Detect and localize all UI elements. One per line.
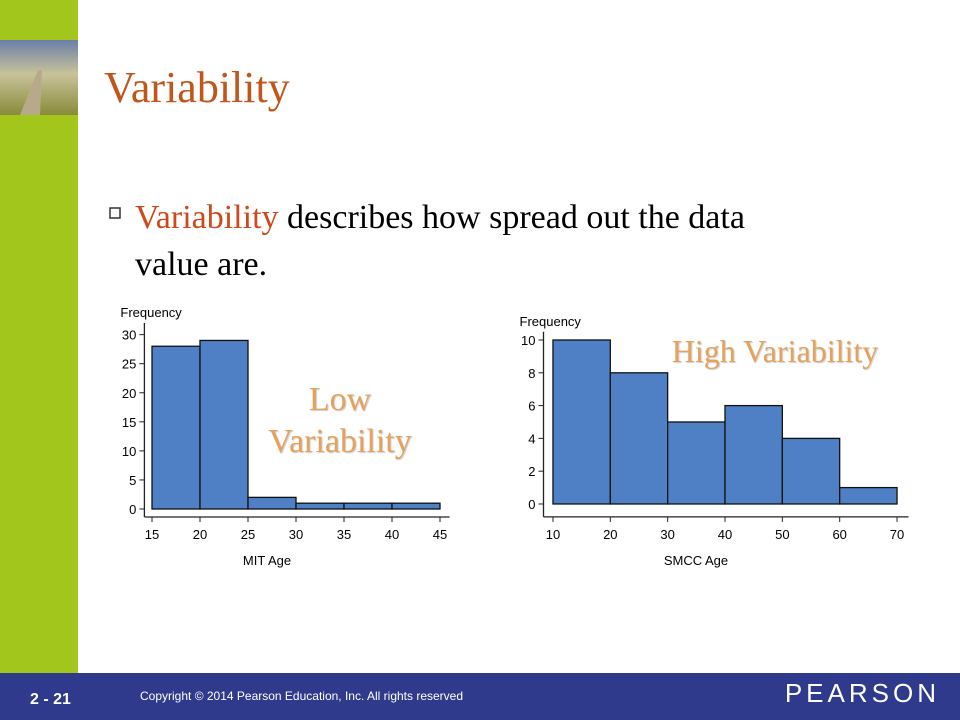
y-tick-label: 15 [122,415,136,430]
copyright: Copyright © 2014 Pearson Education, Inc.… [140,689,463,703]
x-tick-label: 40 [718,527,732,542]
slide-title: Variability [104,63,290,112]
bullet-body: describes how spread out the data [279,199,745,236]
y-tick-label: 10 [521,333,535,348]
y-axis-label: Frequency [520,314,582,329]
x-tick-label: 35 [337,527,351,542]
bullet-text-line2: value are. [135,246,267,283]
y-tick-label: 0 [129,502,136,517]
brand: PEARSON [785,678,940,708]
y-tick-label: 8 [528,366,535,381]
bar [609,372,669,505]
bar [343,502,393,510]
x-tick-label: 10 [546,527,560,542]
y-axis-label: Frequency [120,305,182,320]
bar [781,437,841,505]
x-tick-label: 60 [832,527,846,542]
bar [667,421,726,505]
y-tick-label: 4 [528,431,535,446]
bar [552,339,611,505]
bar [151,345,201,510]
x-tick-label: 30 [289,527,303,542]
x-tick-label: 70 [890,527,904,542]
image-path [20,70,42,115]
x-tick-label: 40 [385,527,399,542]
x-tick-label: 15 [145,527,159,542]
y-tick-label: 30 [122,328,136,343]
page-number: 2 - 21 [30,691,71,708]
y-tick-label: 0 [528,497,535,512]
y-tick-label: 6 [528,399,535,414]
y-tick-label: 2 [528,464,535,479]
y-tick-label: 10 [122,444,136,459]
x-tick-label: 20 [193,527,207,542]
x-tick-label: 50 [775,527,789,542]
bar [199,339,249,510]
annotation: High Variability [672,333,879,369]
y-tick-label: 20 [122,386,136,401]
x-tick-label: 45 [433,527,447,542]
bullet-marker [109,207,121,219]
x-tick-label: 25 [241,527,255,542]
y-tick-label: 5 [129,473,136,488]
bullet-text: Variability describes how spread out the… [135,199,745,236]
bullet-term: Variability [135,199,279,236]
annotation: Variability [268,423,412,460]
x-tick-label: 20 [603,527,617,542]
x-axis-label: SMCC Age [664,553,728,568]
x-axis-label: MIT Age [243,553,291,568]
bar [295,502,345,510]
footer-bar [0,673,960,720]
bar [839,486,898,505]
bar [247,496,297,510]
bar [724,404,783,505]
bar [391,502,441,510]
annotation: Low [309,381,372,418]
y-tick-label: 25 [122,357,136,372]
x-tick-label: 30 [660,527,674,542]
